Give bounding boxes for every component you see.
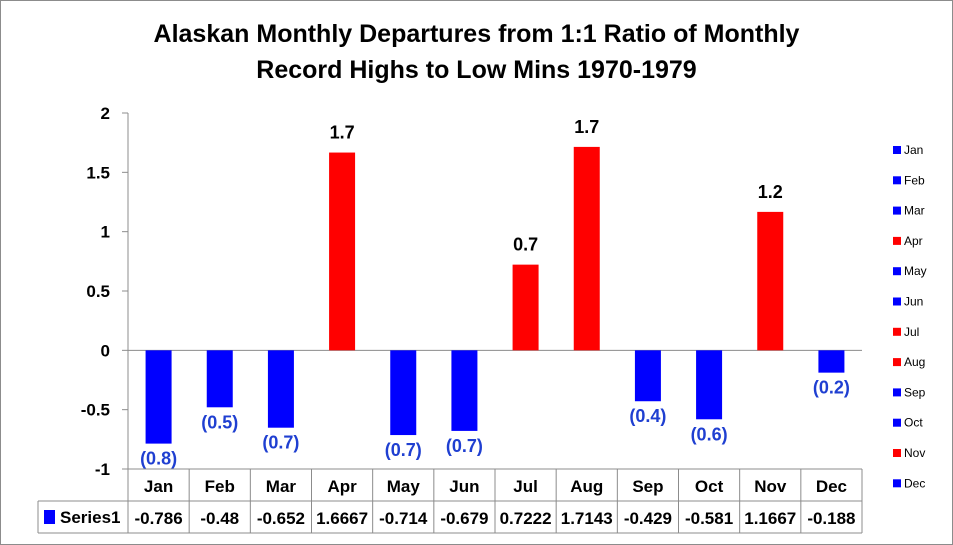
data-label: (0.7) bbox=[262, 433, 299, 453]
x-tick-label: Nov bbox=[754, 477, 787, 496]
y-tick-label: -0.5 bbox=[81, 401, 110, 420]
table-value: 1.1667 bbox=[744, 509, 796, 528]
x-tick-label: May bbox=[387, 477, 421, 496]
legend-label: Oct bbox=[904, 416, 923, 430]
chart-title-line-1: Alaskan Monthly Departures from 1:1 Rati… bbox=[153, 20, 800, 48]
data-label: 1.7 bbox=[574, 117, 599, 137]
table-value: -0.679 bbox=[440, 509, 488, 528]
legend-label: Jun bbox=[904, 295, 923, 309]
data-label: 1.7 bbox=[330, 123, 355, 143]
legend-key bbox=[893, 479, 901, 488]
legend-key bbox=[893, 297, 901, 306]
legend-label: Jan bbox=[904, 143, 923, 157]
table-value: -0.581 bbox=[685, 509, 733, 528]
data-label: (0.7) bbox=[446, 436, 483, 456]
x-tick-label: Jul bbox=[513, 477, 538, 496]
x-tick-label: Oct bbox=[695, 477, 724, 496]
legend-key bbox=[893, 449, 901, 457]
data-label: 1.2 bbox=[758, 182, 783, 202]
table-value: -0.652 bbox=[257, 509, 305, 528]
data-label: (0.7) bbox=[385, 440, 422, 460]
x-tick-label: Mar bbox=[266, 477, 297, 496]
legend-key bbox=[893, 388, 901, 397]
data-label: (0.6) bbox=[691, 424, 728, 444]
legend-key bbox=[893, 327, 901, 336]
x-tick-label: Feb bbox=[205, 477, 235, 496]
legend-key bbox=[893, 176, 901, 185]
bar-apr bbox=[329, 152, 356, 351]
legend-label: Dec bbox=[904, 476, 925, 490]
y-tick-label: 0 bbox=[101, 341, 110, 360]
data-label: (0.5) bbox=[201, 412, 238, 432]
table-value: 0.7222 bbox=[500, 509, 552, 528]
table-series-name: Series1 bbox=[60, 508, 121, 527]
y-tick-label: 2 bbox=[101, 104, 110, 123]
bar-aug bbox=[573, 146, 600, 351]
x-tick-label: Dec bbox=[816, 477, 847, 496]
table-value: -0.188 bbox=[807, 509, 855, 528]
bar-nov bbox=[757, 211, 784, 351]
x-tick-label: Sep bbox=[632, 477, 663, 496]
table-value: -0.429 bbox=[624, 509, 672, 528]
legend-label: Feb bbox=[904, 173, 925, 187]
legend-label: Nov bbox=[904, 446, 925, 460]
x-tick-label: Jan bbox=[144, 477, 173, 496]
bar-feb bbox=[206, 350, 233, 408]
x-tick-label: Apr bbox=[327, 477, 357, 496]
table-series-key bbox=[44, 510, 55, 524]
legend-label: Sep bbox=[904, 385, 926, 399]
y-tick-label: 0.5 bbox=[86, 282, 110, 301]
data-label: (0.4) bbox=[629, 406, 666, 426]
legend-label: Aug bbox=[904, 355, 925, 369]
legend-key bbox=[893, 358, 901, 367]
legend-label: May bbox=[904, 264, 927, 278]
legend-label: Apr bbox=[904, 234, 923, 248]
legend-key bbox=[893, 146, 901, 154]
y-tick-label: 1.5 bbox=[86, 163, 110, 182]
legend-label: Jul bbox=[904, 325, 919, 339]
y-tick-label: 1 bbox=[101, 223, 110, 242]
bar-jan bbox=[145, 350, 172, 444]
x-tick-label: Jun bbox=[449, 477, 479, 496]
legend-label: Mar bbox=[904, 204, 925, 218]
bar-oct bbox=[696, 350, 723, 420]
table-value: 1.7143 bbox=[561, 509, 613, 528]
table-value: -0.786 bbox=[134, 509, 182, 528]
legend-key bbox=[893, 267, 901, 276]
data-label: 0.7 bbox=[513, 235, 538, 255]
bar-sep bbox=[634, 350, 661, 402]
bar-dec bbox=[818, 350, 845, 373]
table-value: 1.6667 bbox=[316, 509, 368, 528]
data-label: (0.2) bbox=[813, 378, 850, 398]
legend-key bbox=[893, 236, 901, 245]
x-tick-label: Aug bbox=[570, 477, 603, 496]
data-label: (0.8) bbox=[140, 449, 177, 469]
y-tick-label: -1 bbox=[95, 460, 110, 479]
chart-title-line-2: Record Highs to Low Mins 1970-1979 bbox=[256, 56, 697, 84]
legend-key bbox=[893, 418, 901, 427]
table-value: -0.48 bbox=[200, 509, 239, 528]
bar-may bbox=[390, 350, 417, 436]
table-value: -0.714 bbox=[379, 509, 428, 528]
bar-jun bbox=[451, 350, 478, 431]
legend-key bbox=[893, 206, 901, 215]
bar-jul bbox=[512, 264, 539, 351]
bar-mar bbox=[267, 350, 294, 428]
